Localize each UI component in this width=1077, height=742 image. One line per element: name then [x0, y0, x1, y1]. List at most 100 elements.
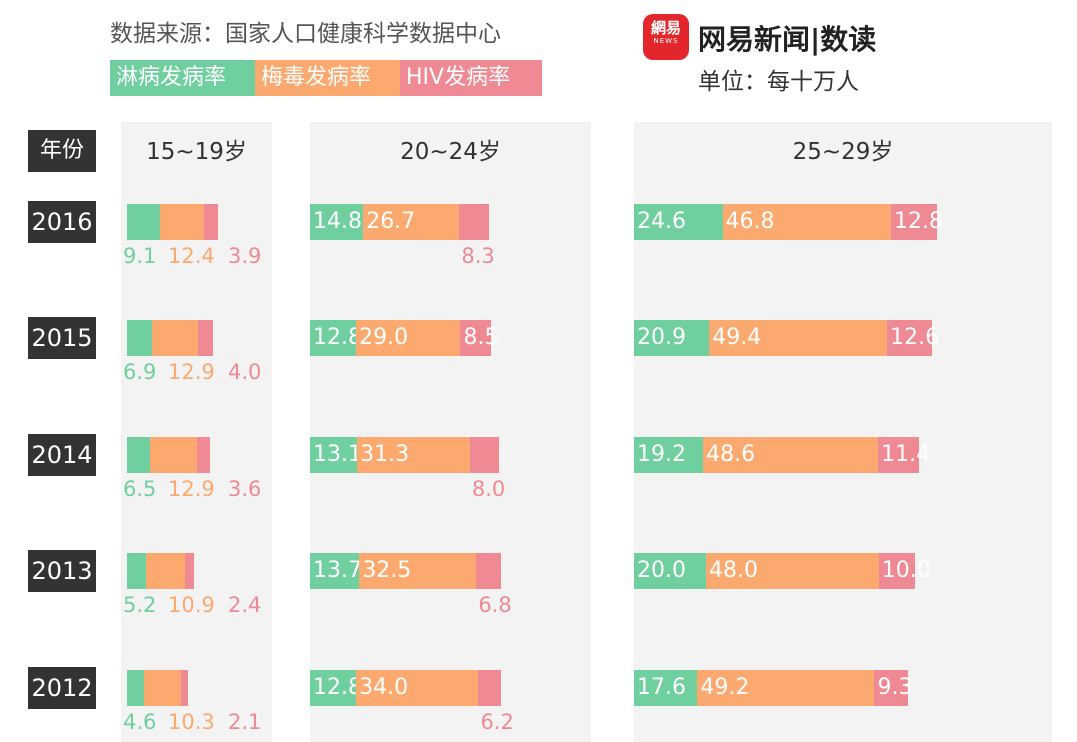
data-label: 20.9: [637, 325, 686, 350]
unit-label: 单位：每十万人: [698, 69, 859, 95]
bar-gonorrhea: [310, 204, 364, 240]
bar-syphilis: [356, 320, 461, 356]
data-label: 3.9: [228, 244, 262, 268]
bar-syphilis: [697, 670, 875, 706]
data-label: 12.6: [890, 325, 940, 350]
data-label: 14.8: [313, 209, 362, 234]
bar-gonorrhea: [310, 670, 357, 706]
bar-hiv: [198, 320, 213, 356]
data-label: 3.6: [228, 477, 262, 501]
data-label: 2.1: [228, 710, 262, 734]
bar-hiv: [887, 320, 933, 356]
bar-hiv: [184, 553, 194, 589]
bar-gonorrhea: [127, 204, 160, 240]
legend-syphilis: 梅毒发病率: [255, 60, 400, 96]
bar-hiv: [204, 204, 219, 240]
bar-hiv: [469, 437, 499, 473]
year-label: 2012: [28, 667, 96, 709]
data-label: 12.8: [313, 675, 362, 700]
bar-gonorrhea: [634, 204, 723, 240]
bar-hiv: [476, 553, 501, 589]
data-source: 数据来源：国家人口健康科学数据中心: [110, 21, 501, 47]
bar-syphilis: [143, 670, 181, 706]
data-label: 6.8: [478, 593, 512, 617]
bar-gonorrhea: [127, 320, 152, 356]
data-label: 6.5: [123, 477, 157, 501]
legend-gonorrhea: 淋病发病率: [110, 60, 255, 96]
data-label: 4.6: [123, 710, 157, 734]
data-label: 12.8: [894, 209, 944, 234]
data-label: 29.0: [359, 325, 409, 350]
bar-hiv: [478, 670, 501, 706]
data-label: 6.9: [123, 360, 157, 384]
data-label: 2.4: [228, 593, 262, 617]
group-header: 20~24岁: [400, 139, 501, 165]
bar-gonorrhea: [634, 437, 704, 473]
bar-syphilis: [145, 553, 185, 589]
data-label: 17.6: [637, 675, 686, 700]
bar-syphilis: [150, 437, 197, 473]
data-label: 10.9: [168, 593, 215, 617]
data-label: 32.5: [362, 558, 412, 583]
year-label: 2016: [28, 201, 96, 243]
data-label: 11.4: [881, 442, 931, 467]
bar-syphilis: [363, 204, 460, 240]
data-label: 4.0: [228, 360, 262, 384]
bar-syphilis: [151, 320, 199, 356]
bar-gonorrhea: [127, 437, 151, 473]
bar-syphilis: [709, 320, 888, 356]
data-label: 24.6: [637, 209, 686, 234]
data-label: 31.3: [360, 442, 410, 467]
data-label: 5.2: [123, 593, 157, 617]
bar-syphilis: [357, 437, 470, 473]
data-label: 10.0: [881, 558, 931, 583]
group-header: 15~19岁: [146, 139, 247, 165]
bar-syphilis: [359, 553, 477, 589]
data-label: 13.1: [313, 442, 362, 467]
bar-gonorrhea: [634, 320, 710, 356]
bar-syphilis: [159, 204, 205, 240]
data-label: 8.3: [461, 244, 495, 268]
bar-hiv: [874, 670, 908, 706]
bar-gonorrhea: [310, 553, 360, 589]
data-label: 12.9: [168, 477, 215, 501]
year-header: 年份: [28, 130, 96, 172]
bar-gonorrhea: [310, 320, 357, 356]
data-label: 6.2: [480, 710, 514, 734]
bar-gonorrhea: [310, 437, 358, 473]
year-label: 2014: [28, 434, 96, 476]
data-label: 48.0: [709, 558, 758, 583]
data-label: 49.4: [712, 325, 762, 350]
data-label: 26.7: [366, 209, 416, 234]
data-label: 10.3: [168, 710, 215, 734]
logo-text: 網易: [650, 19, 681, 37]
bar-syphilis: [703, 437, 879, 473]
data-label: 19.2: [637, 442, 686, 467]
year-label: 2015: [28, 317, 96, 359]
data-label: 46.8: [725, 209, 775, 234]
bar-syphilis: [356, 670, 479, 706]
netease-logo-icon: 網易 NEWS: [643, 14, 689, 60]
data-label: 8.0: [471, 477, 506, 501]
bar-hiv: [891, 204, 938, 240]
data-label: 8.5: [463, 325, 499, 350]
data-label: 9.1: [123, 244, 157, 268]
bar-hiv: [196, 437, 210, 473]
data-label: 9.3: [877, 675, 913, 700]
bar-hiv: [460, 320, 492, 356]
bar-gonorrhea: [127, 553, 146, 589]
bar-gonorrhea: [634, 670, 698, 706]
bar-hiv: [180, 670, 189, 706]
data-label: 49.2: [700, 675, 750, 700]
bar-syphilis: [722, 204, 892, 240]
bar-hiv: [878, 437, 920, 473]
legend-hiv: HIV发病率: [400, 60, 542, 96]
data-label: 13.7: [313, 558, 362, 583]
brand-title: 网易新闻|数读: [698, 23, 877, 56]
bar-gonorrhea: [127, 670, 144, 706]
bar-hiv: [459, 204, 490, 240]
data-label: 12.8: [313, 325, 362, 350]
data-label: 48.6: [706, 442, 756, 467]
bar-hiv: [878, 553, 915, 589]
bar-gonorrhea: [634, 553, 706, 589]
